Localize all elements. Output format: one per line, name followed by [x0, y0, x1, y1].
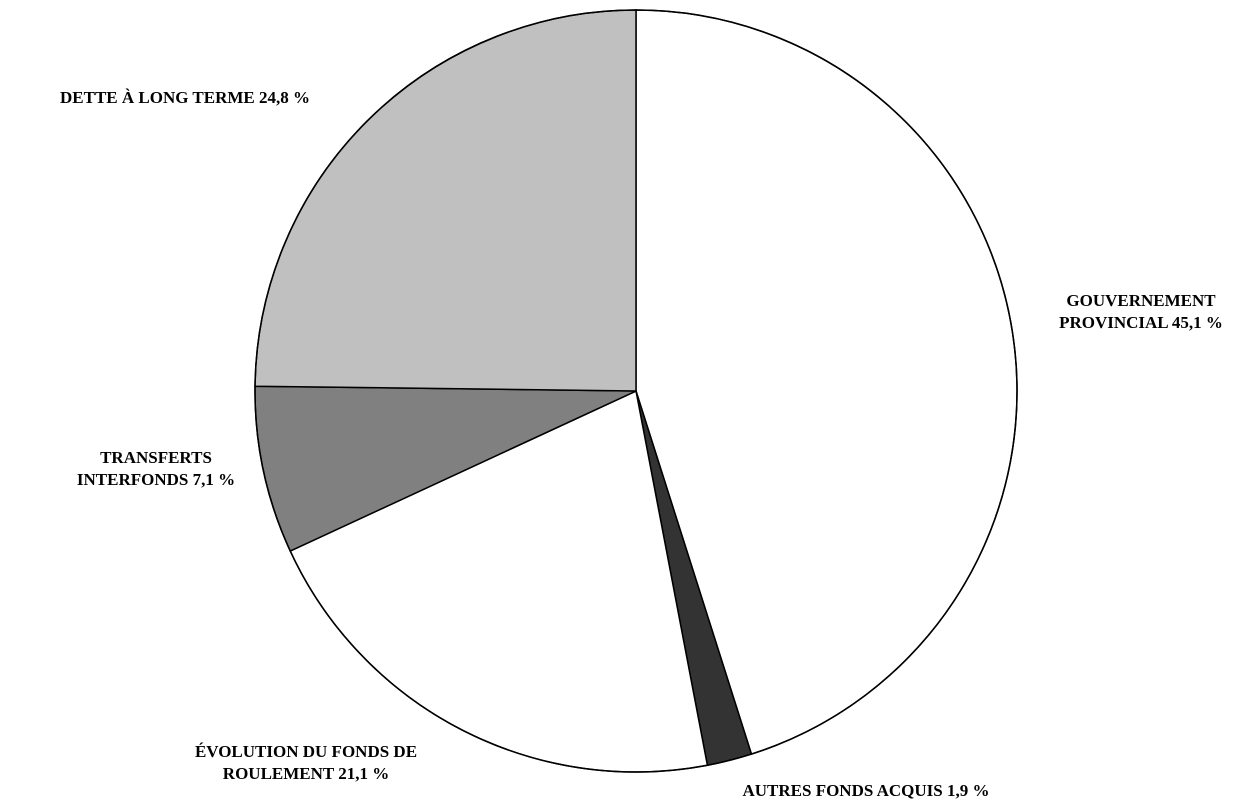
slice-label-4: DETTE À LONG TERME 24,8 % — [60, 88, 310, 107]
pie-outline — [254, 9, 1018, 773]
slice-label-2-line-1: ROULEMENT 21,1 % — [223, 764, 389, 783]
slice-label-2-line-0: ÉVOLUTION DU FONDS DE — [195, 742, 417, 761]
pie-slice-4 — [254, 9, 637, 392]
slice-label-0-line-1: PROVINCIAL 45,1 % — [1059, 313, 1223, 332]
slice-label-1-line-0: AUTRES FONDS ACQUIS 1,9 % — [742, 781, 989, 800]
slice-label-4-line-0: DETTE À LONG TERME 24,8 % — [60, 88, 310, 107]
slice-label-3-line-0: TRANSFERTS — [100, 448, 212, 467]
slice-label-3-line-1: INTERFONDS 7,1 % — [77, 470, 235, 489]
slice-label-0-line-0: GOUVERNEMENT — [1066, 291, 1216, 310]
slice-label-3: TRANSFERTS INTERFONDS 7,1 % — [77, 448, 235, 489]
slice-label-2: ÉVOLUTION DU FONDS DE ROULEMENT 21,1 % — [195, 742, 417, 783]
slice-label-0: GOUVERNEMENT PROVINCIAL 45,1 % — [1059, 291, 1223, 332]
slice-label-1: AUTRES FONDS ACQUIS 1,9 % — [742, 781, 989, 800]
